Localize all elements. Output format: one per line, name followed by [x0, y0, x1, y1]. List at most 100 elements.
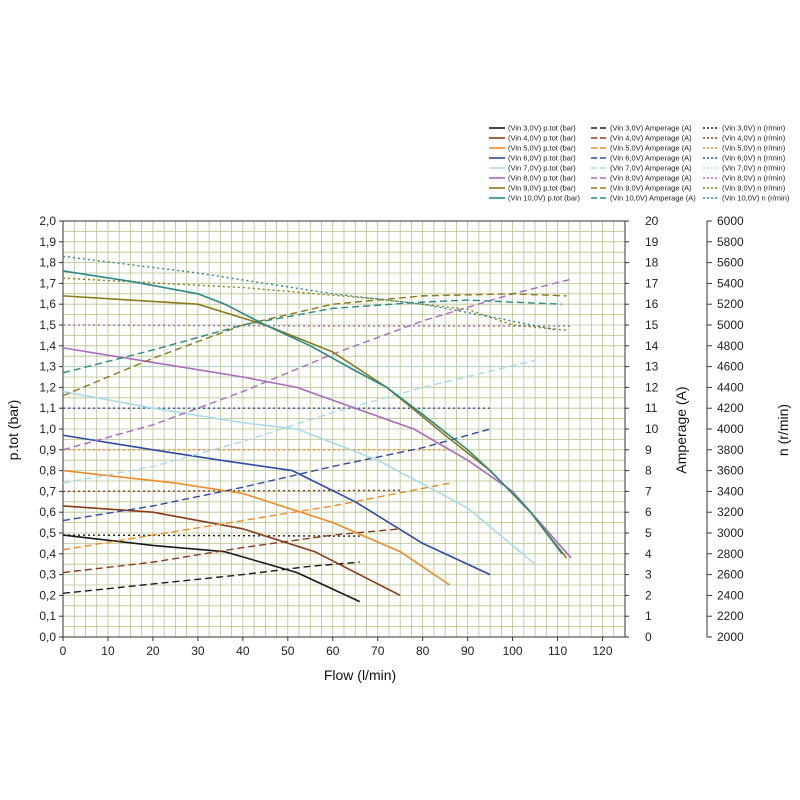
- ptot-line-vin3: [62, 534, 361, 603]
- ptot-line-vin7: [62, 390, 536, 565]
- y-right2-tick-label: 3400: [717, 484, 744, 498]
- rpm-line-vin9: [62, 277, 567, 331]
- y-right1-tick-label: 11: [645, 401, 658, 415]
- grid: [62, 220, 626, 638]
- x-tick-label: 100: [503, 644, 523, 658]
- y-right2-tick-label: 2800: [717, 547, 744, 561]
- amperage-line-vin3: [62, 561, 360, 595]
- x-tick-label: 110: [548, 644, 567, 658]
- y-left-axis-title: p.tot (bar): [5, 400, 21, 461]
- y-left-tick-label: 0,8: [39, 464, 56, 478]
- legend-ptot-label: (Vin 3,0V) p.tot (bar): [508, 124, 576, 133]
- y-right2-tick-label: 5600: [717, 256, 744, 270]
- y-left-tick-label: 1,0: [39, 422, 56, 436]
- y-left-tick-label: 0,9: [39, 443, 56, 457]
- amperage-line-vin6: [62, 428, 491, 522]
- y-left-tick-label: 0,0: [39, 630, 56, 644]
- y-right2-tick-label: 5400: [717, 276, 744, 290]
- y-right1-tick-label: 0: [645, 630, 652, 644]
- x-tick-label: 120: [593, 644, 613, 658]
- y-left-tick-label: 1,7: [39, 276, 56, 290]
- y-right2-tick-label: 4200: [717, 401, 744, 415]
- series-lines: [62, 255, 572, 603]
- y-right2-tick-label: 3000: [717, 526, 744, 540]
- y-right1-tick-label: 16: [645, 297, 659, 311]
- axes: [59, 220, 712, 641]
- legend-amperage-label: (Vin 10,0V) Amperage (A): [610, 194, 696, 203]
- ptot-line-vin8: [62, 347, 572, 559]
- y-right1-tick-label: 15: [645, 318, 659, 332]
- y-right2-tick-label: 2600: [717, 568, 744, 582]
- x-tick-label: 10: [101, 644, 115, 658]
- x-tick-label: 0: [60, 644, 67, 658]
- x-tick-label: 30: [191, 644, 205, 658]
- x-axis-title: Flow (l/min): [324, 667, 396, 683]
- y-right1-tick-label: 4: [645, 547, 652, 561]
- y-right2-tick-label: 2000: [717, 630, 744, 644]
- tick-labels: 0 10 20 30 40 50 60 70 80 90 100 110 1200,00,10,20,3…: [39, 214, 744, 658]
- amperage-line-vin7: [62, 359, 536, 484]
- x-tick-label: 20: [146, 644, 160, 658]
- y-right1-tick-label: 20: [645, 214, 659, 228]
- legend-amperage-label: (Vin 9,0V) Amperage (A): [610, 184, 692, 193]
- y-left-tick-label: 1,9: [39, 235, 56, 249]
- x-tick-label: 50: [281, 644, 295, 658]
- y-left-tick-label: 1,6: [39, 297, 56, 311]
- legend-rpm-label: (Vin 9,0V) n (r/min): [722, 184, 786, 193]
- y-right1-tick-label: 1: [645, 609, 652, 623]
- x-tick-label: 80: [416, 644, 430, 658]
- y-right2-tick-label: 5200: [717, 297, 744, 311]
- legend-amperage-label: (Vin 5,0V) Amperage (A): [610, 144, 692, 153]
- y-right2-tick-label: 5800: [717, 235, 744, 249]
- x-tick-label: 70: [371, 644, 385, 658]
- legend-ptot-label: (Vin 9,0V) p.tot (bar): [508, 184, 576, 193]
- y-right1-tick-label: 13: [645, 360, 659, 374]
- y-right1-tick-label: 9: [645, 443, 652, 457]
- y-right2-tick-label: 3800: [717, 443, 744, 457]
- legend-rpm-label: (Vin 8,0V) n (r/min): [722, 174, 786, 183]
- y-right1-tick-label: 5: [645, 526, 652, 540]
- amperage-line-vin5: [62, 482, 450, 551]
- legend-ptot-label: (Vin 5,0V) p.tot (bar): [508, 144, 576, 153]
- y-left-tick-label: 1,4: [39, 339, 56, 353]
- legend-rpm-label: (Vin 6,0V) n (r/min): [722, 154, 786, 163]
- y-right1-tick-label: 7: [645, 484, 652, 498]
- y-right2-tick-label: 4600: [717, 360, 744, 374]
- y-left-tick-label: 2,0: [39, 214, 56, 228]
- amperage-line-vin9: [62, 293, 567, 397]
- y-right1-tick-label: 3: [645, 568, 652, 582]
- legend-ptot-label: (Vin 8,0V) p.tot (bar): [508, 174, 576, 183]
- y-right2-tick-label: 6000: [717, 214, 744, 228]
- y-right1-tick-label: 8: [645, 464, 652, 478]
- y-right1-tick-label: 12: [645, 380, 659, 394]
- legend-amperage-label: (Vin 8,0V) Amperage (A): [610, 174, 692, 183]
- y-left-tick-label: 0,4: [39, 547, 56, 561]
- y-left-tick-label: 1,5: [39, 318, 56, 332]
- y-right1-tick-label: 18: [645, 256, 659, 270]
- legend-rpm-label: (Vin 4,0V) n (r/min): [722, 134, 786, 143]
- y-right2-tick-label: 2200: [717, 609, 744, 623]
- y-right2-tick-label: 5000: [717, 318, 744, 332]
- legend-amperage-label: (Vin 3,0V) Amperage (A): [610, 124, 692, 133]
- y-left-tick-label: 0,1: [39, 609, 56, 623]
- y-left-tick-label: 0,2: [39, 588, 56, 602]
- y-left-tick-label: 1,1: [39, 401, 56, 415]
- y-left-tick-label: 0,7: [39, 484, 56, 498]
- y-right1-tick-label: 10: [645, 422, 659, 436]
- ptot-line-vin10: [62, 270, 563, 555]
- legend-rpm-label: (Vin 7,0V) n (r/min): [722, 164, 786, 173]
- y-left-tick-label: 1,2: [39, 380, 56, 394]
- legend-rpm-label: (Vin 10,0V) n (r/min): [722, 194, 790, 203]
- legend-rpm-label: (Vin 3,0V) n (r/min): [722, 124, 786, 133]
- legend-ptot-label: (Vin 10,0V) p.tot (bar): [508, 194, 580, 203]
- legend-amperage-label: (Vin 6,0V) Amperage (A): [610, 154, 692, 163]
- legend-rpm-label: (Vin 5,0V) n (r/min): [722, 144, 786, 153]
- y-right2-tick-label: 3200: [717, 505, 744, 519]
- y-right2-tick-label: 3600: [717, 464, 744, 478]
- y-right2-tick-label: 2400: [717, 588, 744, 602]
- y-right1-tick-label: 19: [645, 235, 659, 249]
- x-tick-label: 90: [461, 644, 475, 658]
- y-right1-axis-title: Amperage (A): [673, 386, 689, 473]
- legend-amperage-label: (Vin 7,0V) Amperage (A): [610, 164, 692, 173]
